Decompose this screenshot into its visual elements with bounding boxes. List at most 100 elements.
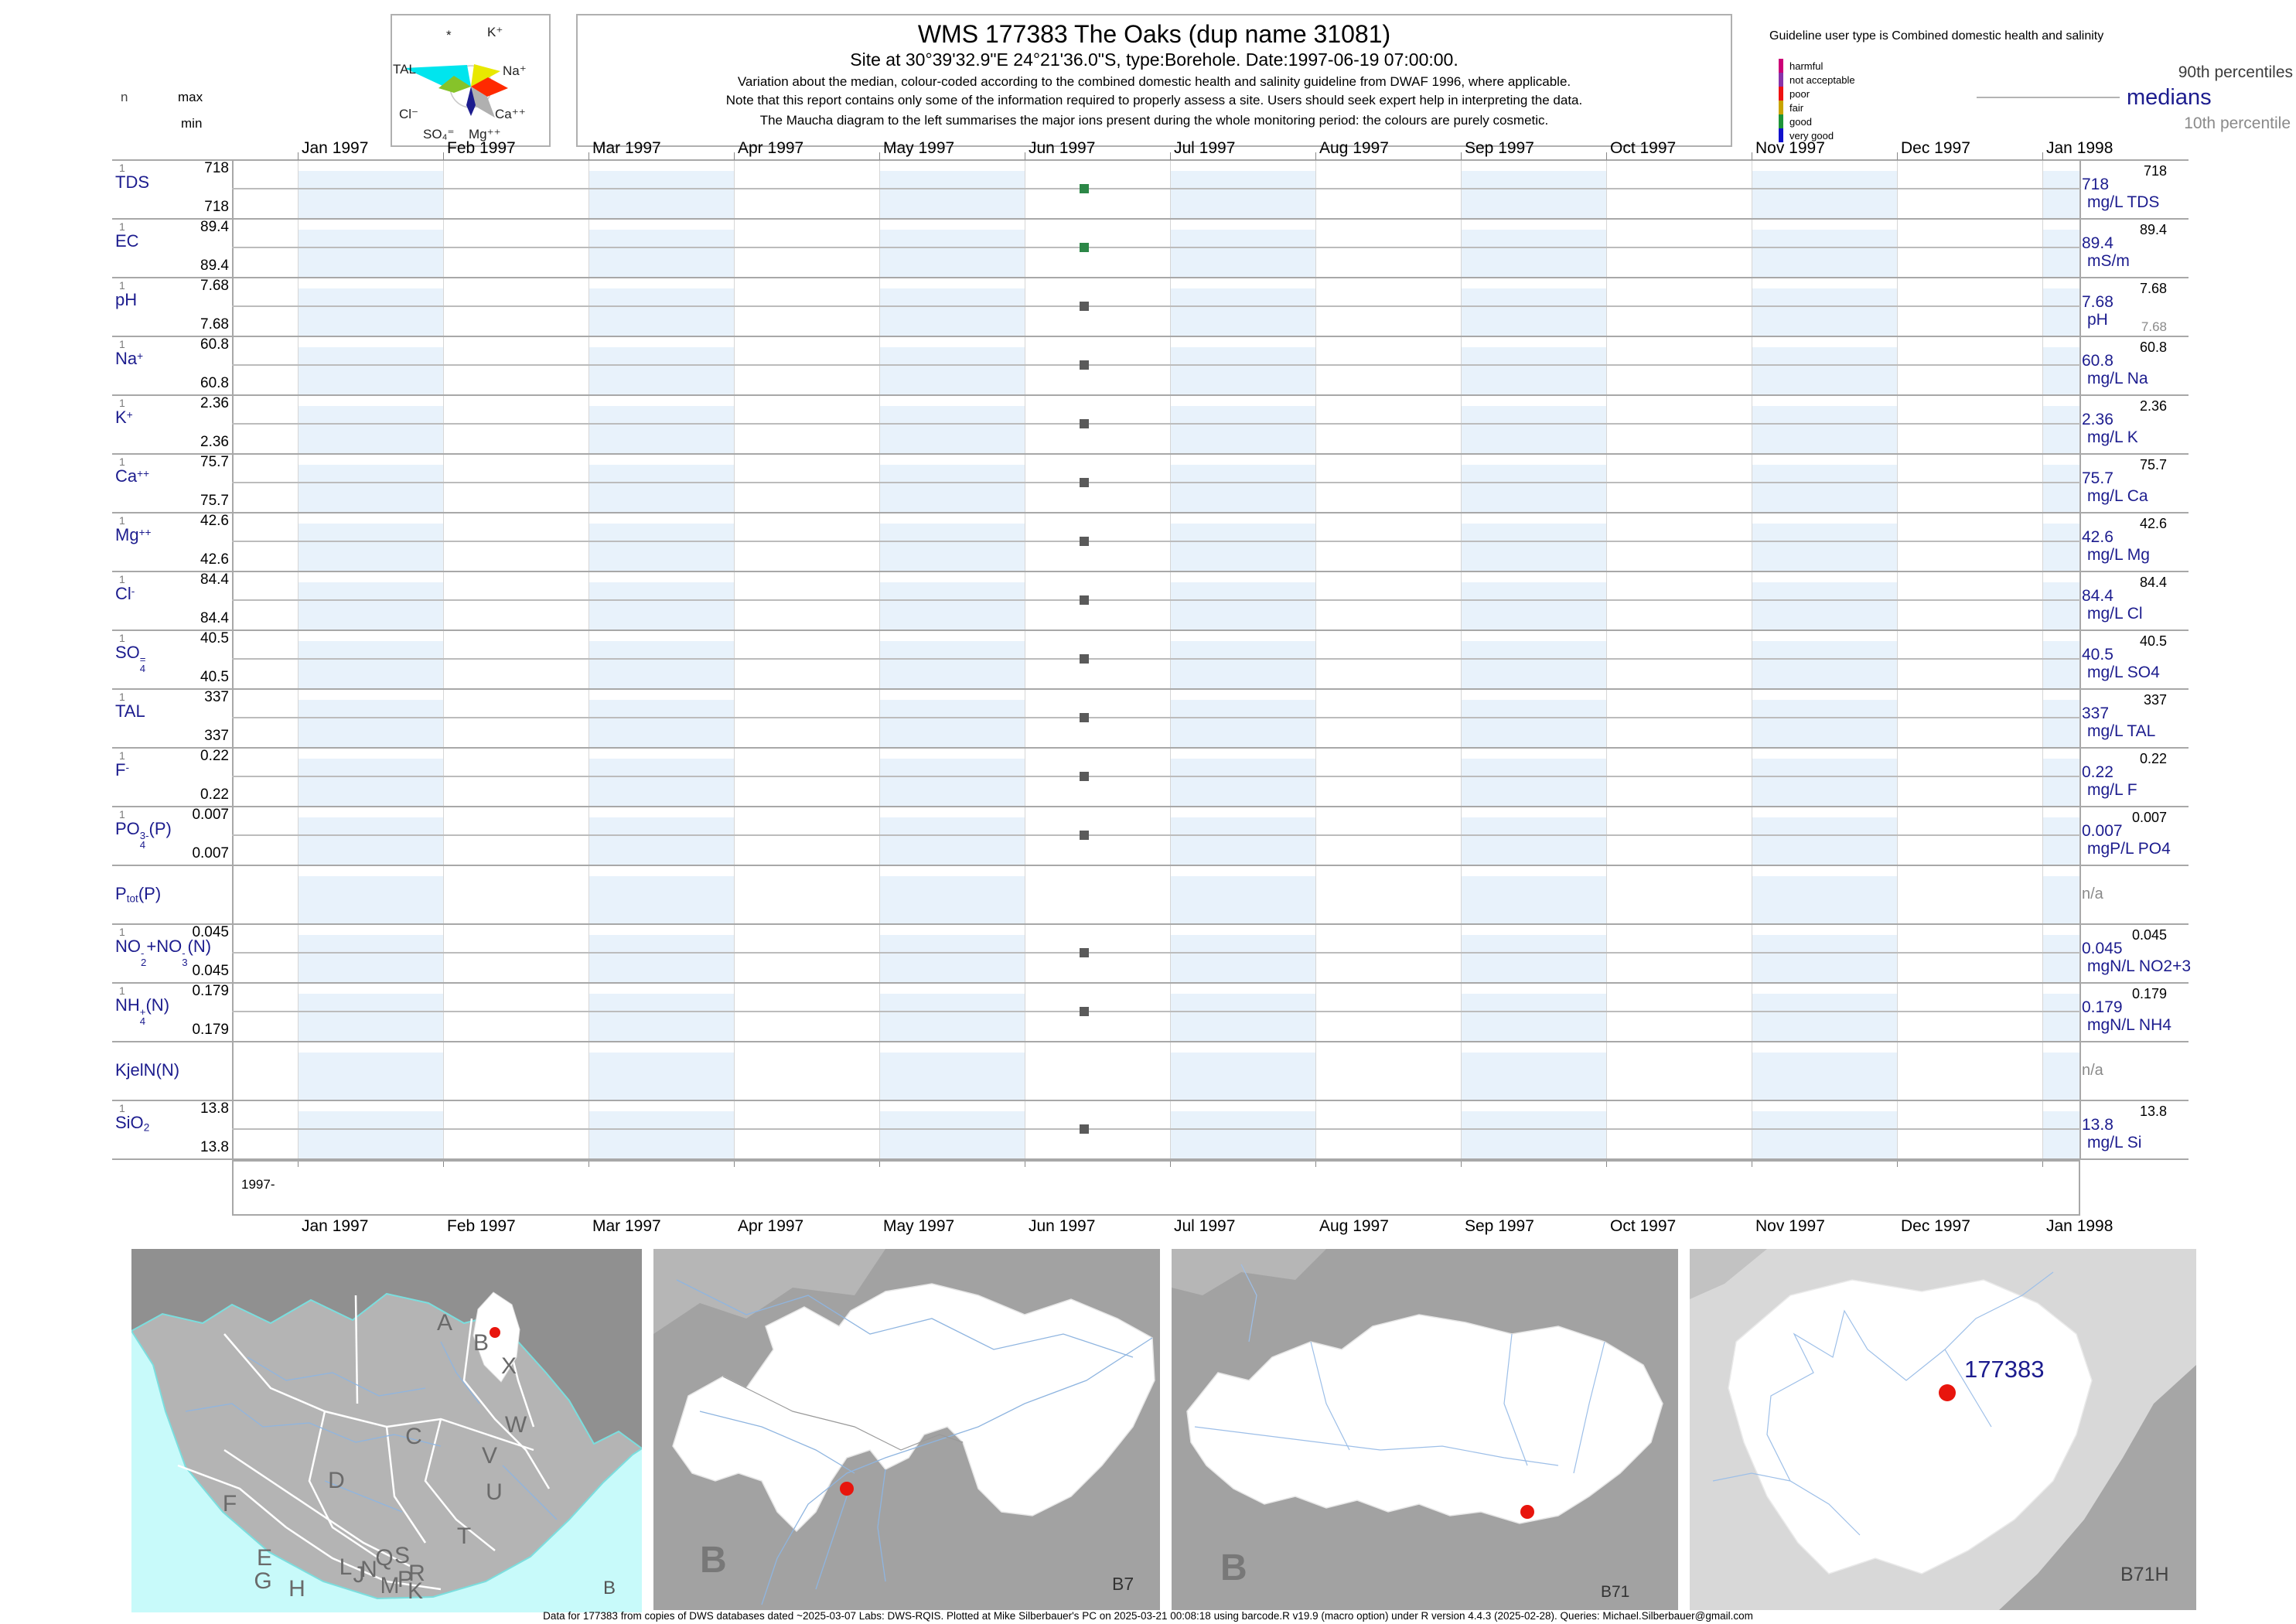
month-stripe	[879, 641, 1025, 689]
median-line	[232, 188, 2080, 189]
report-note-2: Note that this report contains only some…	[725, 93, 1583, 107]
month-stripe	[1752, 406, 1897, 454]
axis-tick-bottom	[588, 1160, 589, 1167]
month-stripe	[1170, 347, 1315, 395]
sample-marker-cl	[1080, 595, 1089, 605]
guideline-class-label: very good	[1789, 130, 1834, 142]
drainage-region-letter-N: N	[360, 1557, 377, 1582]
month-label-top: Jun 1997	[1029, 139, 1096, 157]
month-stripe	[879, 347, 1025, 395]
drainage-region-letter-K: K	[407, 1578, 424, 1604]
maucha-ion-label: K⁺	[487, 25, 503, 39]
month-stripe	[1752, 700, 1897, 748]
na-label: n/a	[2082, 1062, 2103, 1079]
median-line	[232, 364, 2080, 366]
month-stripe	[2042, 524, 2080, 571]
sample-count: 1	[119, 691, 125, 703]
month-stripe	[1752, 817, 1897, 865]
row-border	[112, 806, 2189, 807]
p90-value: 89.4	[2139, 222, 2167, 237]
drainage-region-letter-Q: Q	[375, 1545, 394, 1571]
axis-tick-top	[1170, 152, 1171, 160]
month-stripe	[298, 994, 443, 1042]
month-stripe	[2042, 1053, 2080, 1100]
map-quaternary-catchment-b71h	[1690, 1249, 2196, 1610]
parameter-name-sio2: SiO2	[115, 1113, 150, 1134]
column-caption-min: min	[181, 116, 203, 131]
month-stripe	[2042, 582, 2080, 630]
unit-label: mg/L Ca	[2087, 487, 2148, 505]
month-stripe	[1752, 524, 1897, 571]
drainage-region-letter-R: R	[408, 1561, 425, 1586]
month-stripe	[1170, 759, 1315, 807]
month-stripe	[1170, 406, 1315, 454]
guideline-class-swatch-poor	[1779, 87, 1783, 101]
axis-tick-bottom	[1170, 1160, 1171, 1167]
month-stripe	[298, 406, 443, 454]
month-stripe	[588, 406, 734, 454]
month-stripe	[298, 288, 443, 336]
max-value: 75.7	[200, 454, 229, 470]
column-caption-n: n	[121, 90, 128, 104]
month-stripe	[879, 171, 1025, 219]
row-border	[112, 571, 2189, 572]
guideline-class-label: fair	[1789, 102, 1804, 114]
month-stripe	[1461, 700, 1606, 748]
p90-value: 2.36	[2139, 398, 2167, 414]
median-line	[232, 599, 2080, 601]
guideline-class-swatch-harmful	[1779, 59, 1783, 73]
map3-code: B71	[1601, 1583, 1630, 1601]
month-stripe	[879, 582, 1025, 630]
sample-count: 1	[119, 573, 125, 585]
sample-count: 1	[119, 749, 125, 762]
sample-count: 1	[119, 632, 125, 644]
month-stripe	[298, 700, 443, 748]
max-value: 7.68	[200, 278, 229, 294]
maucha-ion-label: Mg⁺⁺	[469, 127, 501, 142]
median-value: 2.36	[2082, 411, 2113, 428]
median-line	[232, 482, 2080, 483]
unit-label: mg/L Na	[2087, 370, 2148, 387]
month-stripe	[1170, 700, 1315, 748]
month-stripe	[879, 1053, 1025, 1100]
month-stripe	[2042, 817, 2080, 865]
month-stripe	[1170, 465, 1315, 513]
parameter-name-tal: TAL	[115, 701, 145, 721]
median-value: 0.045	[2082, 940, 2123, 957]
parameter-name-so4: SO = 4	[115, 643, 146, 675]
sample-marker-ca	[1080, 478, 1089, 487]
month-stripe	[588, 347, 734, 395]
sample-count: 1	[119, 220, 125, 233]
p90-value: 40.5	[2139, 633, 2167, 649]
month-stripe	[298, 641, 443, 689]
guideline-class-label: not acceptable	[1789, 74, 1855, 86]
min-value: 60.8	[200, 375, 229, 391]
month-stripe	[588, 759, 734, 807]
month-stripe	[298, 347, 443, 395]
median-line	[232, 717, 2080, 718]
month-stripe	[588, 935, 734, 983]
max-value: 60.8	[200, 336, 229, 353]
drainage-region-letter-U: U	[486, 1479, 503, 1505]
month-stripe	[1170, 582, 1315, 630]
lighter-land	[1172, 1249, 1326, 1295]
month-stripe	[298, 817, 443, 865]
sample-count: 1	[119, 162, 125, 174]
unit-label: mS/m	[2087, 252, 2130, 270]
month-stripe	[2042, 641, 2080, 689]
month-boundary-line	[879, 160, 880, 1159]
month-boundary-line	[1606, 160, 1607, 1159]
row-border	[112, 394, 2189, 396]
axis-tick-top	[588, 152, 589, 160]
median-line	[232, 952, 2080, 954]
median-legend-label: medians	[2127, 85, 2212, 110]
sample-marker-k	[1080, 419, 1089, 428]
month-label-bottom: Jan 1997	[302, 1217, 369, 1235]
sample-marker-na	[1080, 360, 1089, 370]
month-label-top: Nov 1997	[1755, 139, 1825, 157]
month-label-top: Jan 1998	[2046, 139, 2113, 157]
row-border	[112, 923, 2189, 925]
month-stripe	[588, 524, 734, 571]
month-boundary-line	[1897, 160, 1898, 1159]
